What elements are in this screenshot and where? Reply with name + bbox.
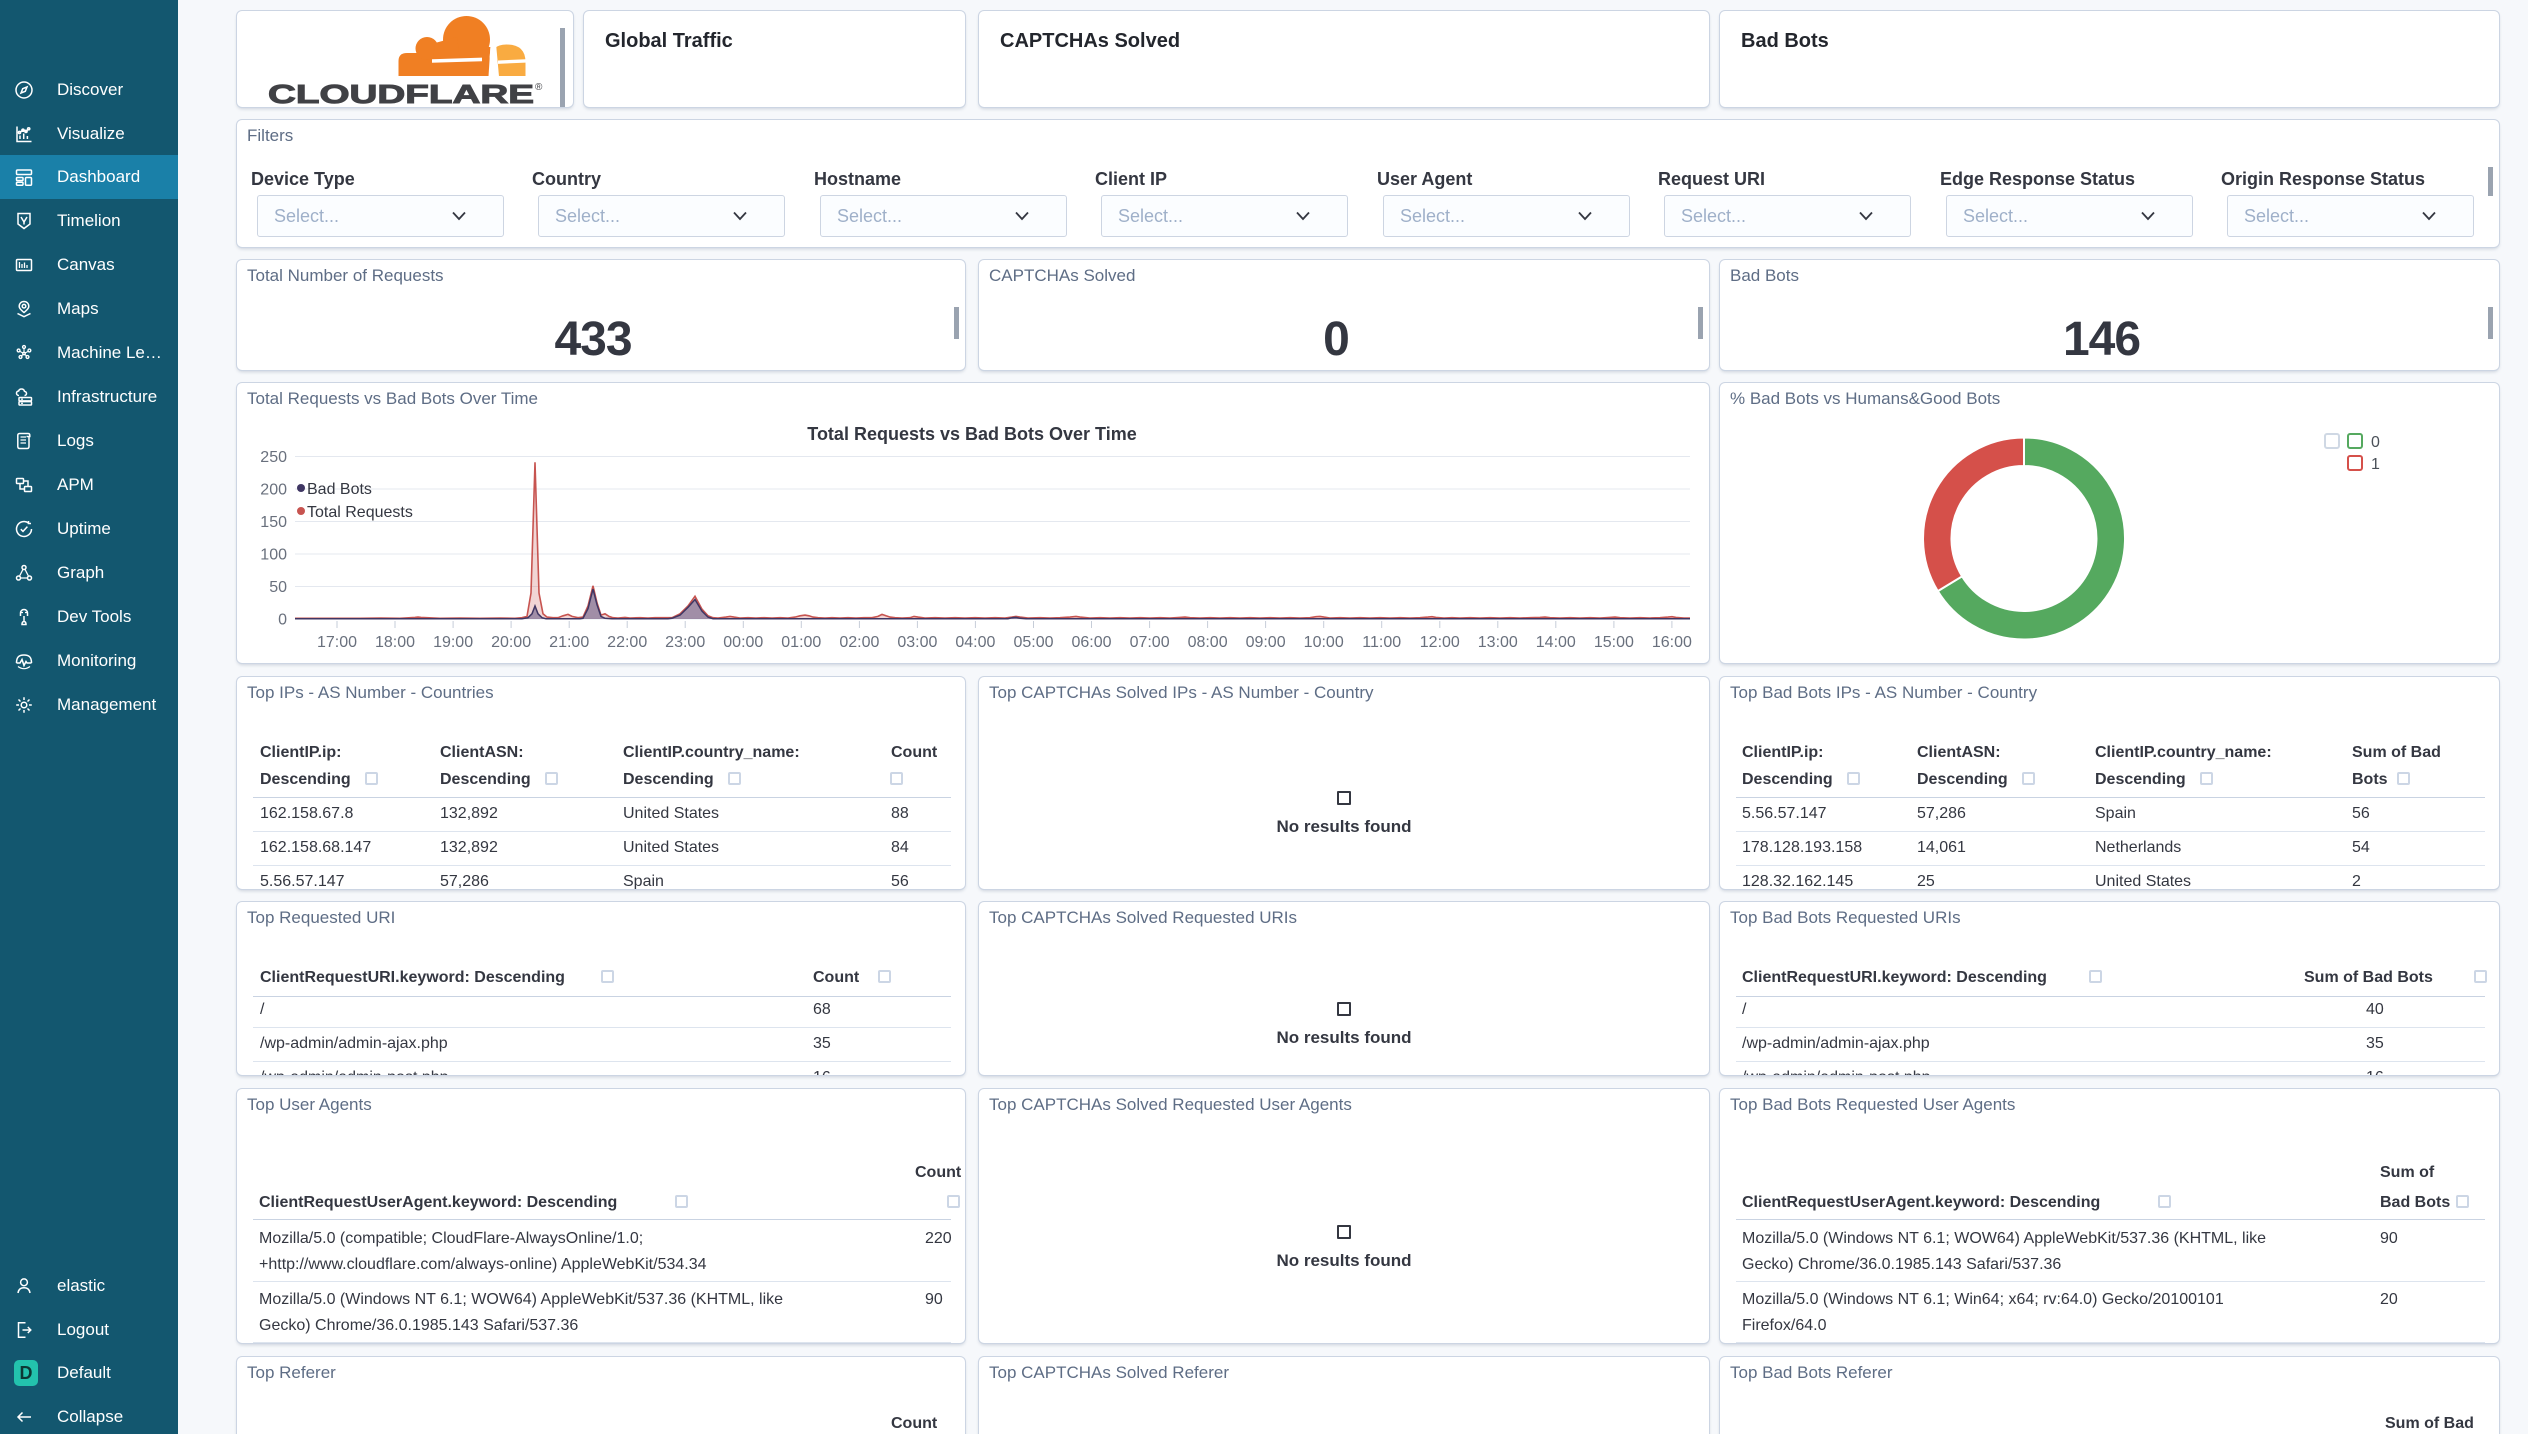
svg-text:23:00: 23:00 <box>665 634 705 651</box>
svg-text:09:00: 09:00 <box>1246 634 1286 651</box>
svg-text:01:00: 01:00 <box>781 634 821 651</box>
svg-text:100: 100 <box>260 547 287 564</box>
svg-text:Total Requests: Total Requests <box>307 504 413 521</box>
svg-text:19:00: 19:00 <box>433 634 473 651</box>
svg-text:0: 0 <box>278 612 287 629</box>
svg-text:21:00: 21:00 <box>549 634 589 651</box>
svg-text:Total Requests vs Bad Bots Ove: Total Requests vs Bad Bots Over Time <box>807 424 1136 444</box>
svg-text:16:00: 16:00 <box>1652 634 1692 651</box>
svg-text:18:00: 18:00 <box>375 634 415 651</box>
svg-text:04:00: 04:00 <box>955 634 995 651</box>
svg-text:02:00: 02:00 <box>839 634 879 651</box>
svg-text:250: 250 <box>260 449 287 466</box>
svg-text:150: 150 <box>260 514 287 531</box>
svg-text:20:00: 20:00 <box>491 634 531 651</box>
svg-text:03:00: 03:00 <box>897 634 937 651</box>
svg-text:®: ® <box>535 82 543 93</box>
svg-text:15:00: 15:00 <box>1594 634 1634 651</box>
svg-text:0: 0 <box>2371 434 2380 451</box>
svg-text:05:00: 05:00 <box>1013 634 1053 651</box>
svg-text:CLOUDFLARE: CLOUDFLARE <box>268 79 534 107</box>
svg-text:10:00: 10:00 <box>1304 634 1344 651</box>
svg-text:12:00: 12:00 <box>1420 634 1460 651</box>
svg-text:14:00: 14:00 <box>1536 634 1576 651</box>
svg-text:13:00: 13:00 <box>1478 634 1518 651</box>
svg-text:Bad Bots: Bad Bots <box>307 481 372 498</box>
svg-text:00:00: 00:00 <box>723 634 763 651</box>
svg-text:11:00: 11:00 <box>1362 634 1401 651</box>
svg-text:08:00: 08:00 <box>1188 634 1228 651</box>
svg-text:06:00: 06:00 <box>1071 634 1111 651</box>
svg-text:50: 50 <box>269 579 287 596</box>
svg-text:07:00: 07:00 <box>1130 634 1170 651</box>
svg-text:22:00: 22:00 <box>607 634 647 651</box>
svg-text:1: 1 <box>2371 456 2380 473</box>
svg-text:17:00: 17:00 <box>317 634 357 651</box>
svg-text:200: 200 <box>260 482 287 499</box>
